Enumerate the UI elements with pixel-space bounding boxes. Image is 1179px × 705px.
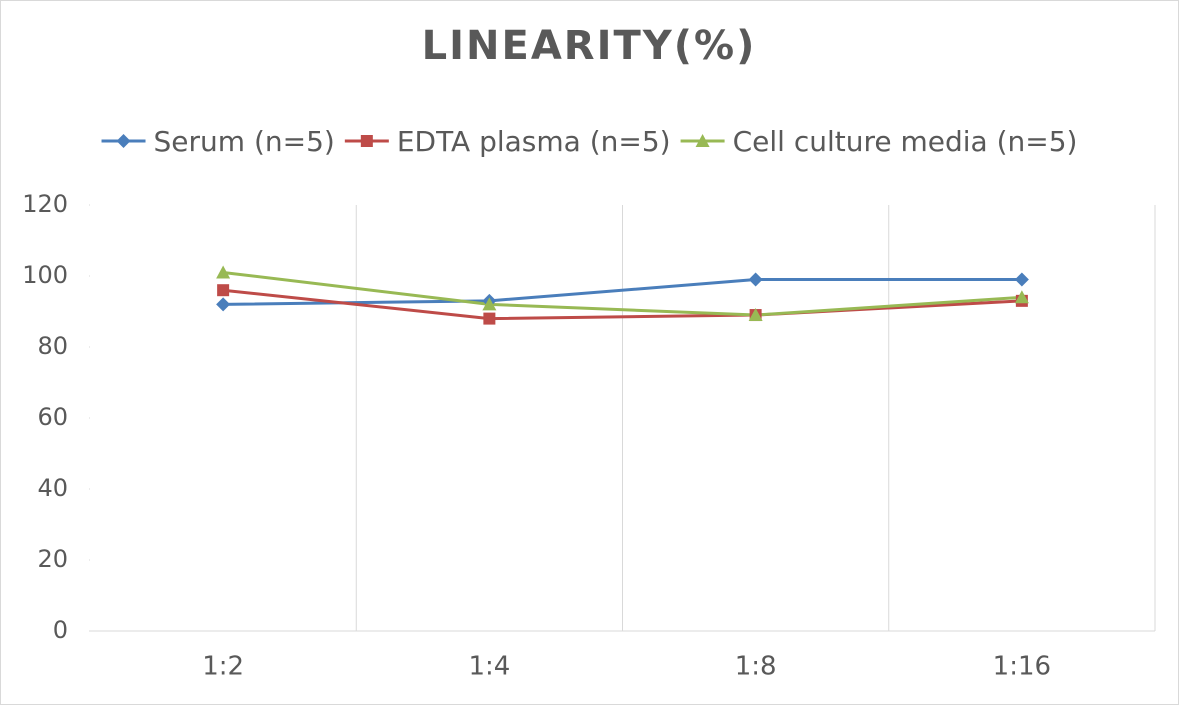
y-tick-label: 40 xyxy=(37,474,68,502)
legend-marker xyxy=(360,135,373,147)
legend-label: Serum (n=5) xyxy=(154,125,335,158)
y-tick-label: 80 xyxy=(37,332,68,360)
chart-title: LINEARITY(%) xyxy=(422,23,757,69)
legend-item: EDTA plasma (n=5) xyxy=(344,125,671,158)
y-tick-label: 0 xyxy=(53,616,68,644)
legend-label: EDTA plasma (n=5) xyxy=(397,125,671,158)
legend-item: Cell culture media (n=5) xyxy=(680,125,1078,158)
series-line xyxy=(222,288,1022,321)
series-line xyxy=(222,270,1022,317)
data-point xyxy=(748,272,763,287)
data-point xyxy=(483,312,496,325)
y-tick-label: 60 xyxy=(37,403,68,431)
x-tick-label: 1:2 xyxy=(202,652,244,682)
y-tick-label: 20 xyxy=(37,545,68,573)
data-point xyxy=(217,284,230,297)
data-point xyxy=(482,297,497,311)
y-tick-label: 120 xyxy=(22,190,68,218)
data-point xyxy=(216,297,231,312)
data-point xyxy=(1014,290,1029,304)
x-tick-label: 1:4 xyxy=(468,652,510,682)
legend-marker xyxy=(695,134,710,147)
x-tick-label: 1:8 xyxy=(735,652,777,682)
legend-item: Serum (n=5) xyxy=(101,125,335,158)
data-point xyxy=(216,265,231,279)
data-point xyxy=(1014,272,1029,287)
legend: Serum (n=5) EDTA plasma (n=5) Cell culture… xyxy=(101,125,1078,158)
x-tick-label: 1:16 xyxy=(993,652,1051,682)
legend-label: Cell culture media (n=5) xyxy=(733,125,1078,158)
series-line xyxy=(223,278,1022,306)
data-point xyxy=(748,308,763,322)
legend-marker xyxy=(116,134,131,148)
y-tick-label: 100 xyxy=(22,261,68,289)
